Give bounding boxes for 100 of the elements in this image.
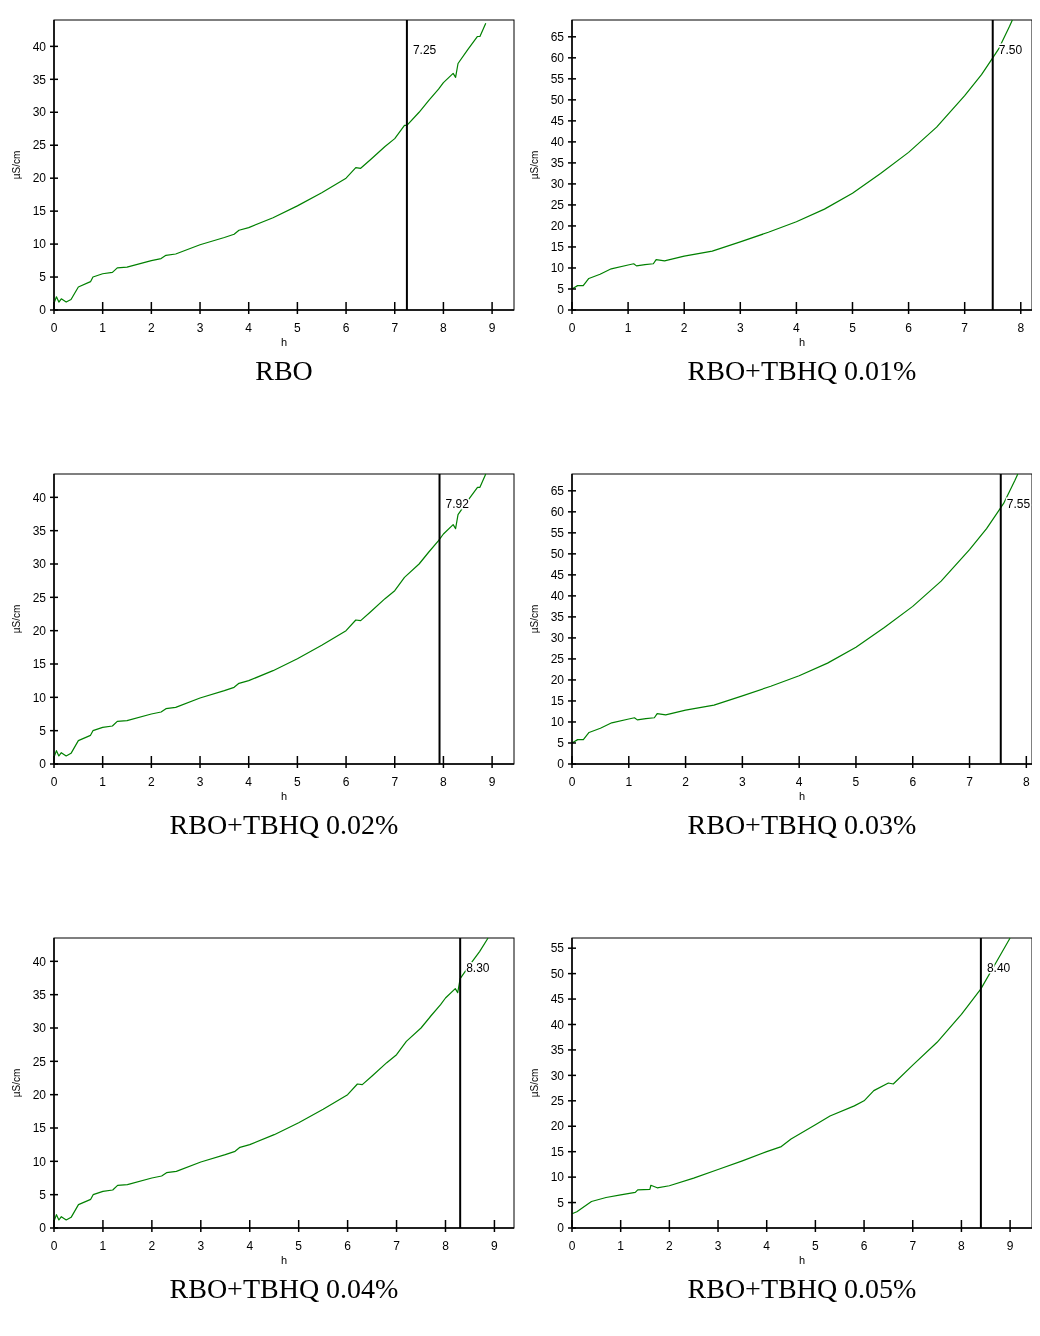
y-tick-label: 0	[39, 757, 47, 772]
x-tick-label: 2	[148, 1239, 156, 1253]
y-tick-label: 30	[550, 631, 565, 646]
y-tick-label: 10	[550, 715, 565, 730]
y-tick-label: 40	[550, 1017, 565, 1032]
x-tick-label: 5	[295, 1239, 303, 1253]
line-series	[53, 937, 489, 1222]
ref-line-label: 7.55	[1006, 497, 1031, 511]
x-tick-label: 3	[196, 775, 204, 789]
y-tick-label: 35	[550, 156, 565, 171]
y-tick-label: 40	[32, 954, 47, 969]
text: RBO	[255, 355, 313, 386]
y-tick-label: 40	[32, 490, 47, 505]
x-tick-label: 3	[197, 1239, 205, 1253]
y-tick-label: 25	[32, 590, 47, 605]
y-tick-label: 50	[550, 93, 565, 108]
y-tick-label: 25	[550, 652, 565, 667]
y-tick-label: 15	[550, 240, 565, 255]
y-tick-label: 0	[39, 303, 47, 318]
y-tick-label: 25	[32, 1054, 47, 1069]
y-tick-label: 5	[39, 723, 47, 738]
y-tick-label: 20	[32, 171, 47, 186]
y-tick-label: 60	[550, 505, 565, 520]
y-tick-label: 0	[557, 1221, 565, 1236]
y-tick-label: 25	[550, 1094, 565, 1109]
y-tick-label: 5	[557, 1195, 565, 1210]
x-tick-label: 0	[568, 321, 576, 335]
y-tick-label: 40	[550, 589, 565, 604]
x-tick-label: 5	[294, 775, 302, 789]
x-tick-label: 1	[99, 775, 107, 789]
x-tick-label: 6	[909, 775, 917, 789]
y-tick-label: 15	[550, 1144, 565, 1159]
x-tick-label: 2	[682, 775, 690, 789]
x-tick-label: 8	[442, 1239, 450, 1253]
y-tick-label: 5	[557, 282, 565, 297]
x-tick-label: 5	[294, 321, 302, 335]
y-tick-label: 45	[550, 114, 565, 129]
x-tick-label: 4	[763, 1239, 771, 1253]
y-tick-label: 60	[550, 51, 565, 66]
x-tick-label: 6	[342, 775, 350, 789]
x-tick-label: 6	[342, 321, 350, 335]
x-tick-label: 6	[860, 1239, 868, 1253]
y-tick-label: 20	[550, 1119, 565, 1134]
x-tick-label: 0	[568, 775, 576, 789]
y-tick-label: 0	[557, 303, 565, 318]
y-axis-title: µS/cm	[529, 150, 540, 180]
x-tick-label: 4	[245, 775, 253, 789]
x-axis-title: h	[280, 336, 288, 348]
y-tick-label: 40	[32, 39, 47, 54]
y-tick-label: 50	[550, 966, 565, 981]
x-tick-label: 1	[617, 1239, 625, 1253]
ref-line-label: 7.50	[998, 43, 1023, 57]
x-tick-label: 5	[852, 775, 860, 789]
y-tick-label: 10	[550, 1170, 565, 1185]
y-tick-label: 10	[32, 237, 47, 252]
y-tick-label: 30	[32, 105, 47, 120]
x-tick-label: 8	[440, 321, 448, 335]
x-tick-label: 3	[736, 321, 744, 335]
text: RBO+TBHQ 0.04%	[169, 1273, 399, 1304]
x-tick-label: 5	[849, 321, 857, 335]
y-tick-label: 35	[32, 72, 47, 87]
x-tick-label: 4	[245, 321, 253, 335]
y-tick-label: 30	[32, 1021, 47, 1036]
x-axis-title: h	[280, 790, 288, 802]
x-tick-label: 8	[1022, 775, 1030, 789]
x-tick-label: 0	[568, 1239, 576, 1253]
y-tick-label: 55	[550, 526, 565, 541]
x-tick-label: 3	[196, 321, 204, 335]
x-axis-title: h	[798, 1254, 806, 1266]
y-tick-label: 20	[550, 673, 565, 688]
y-tick-label: 10	[32, 690, 47, 705]
x-axis-title: h	[798, 790, 806, 802]
y-tick-label: 40	[550, 135, 565, 150]
x-tick-label: 2	[680, 321, 688, 335]
ref-line-label: 7.25	[412, 43, 437, 57]
y-tick-label: 35	[32, 523, 47, 538]
y-tick-label: 30	[32, 557, 47, 572]
x-tick-label: 2	[148, 321, 156, 335]
y-tick-label: 30	[550, 177, 565, 192]
y-tick-label: 55	[550, 72, 565, 87]
x-tick-label: 0	[50, 1239, 58, 1253]
y-tick-label: 20	[32, 623, 47, 638]
ref-line-label: 8.30	[466, 961, 490, 975]
y-tick-label: 10	[550, 261, 565, 276]
y-tick-label: 15	[550, 694, 565, 709]
x-tick-label: 4	[795, 775, 803, 789]
y-tick-label: 45	[550, 568, 565, 583]
text: RBO+TBHQ 0.05%	[687, 1273, 917, 1304]
x-tick-label: 7	[391, 321, 399, 335]
y-tick-label: 5	[557, 736, 565, 751]
x-tick-label: 3	[714, 1239, 722, 1253]
text: RBO+TBHQ 0.01%	[687, 355, 917, 386]
y-tick-label: 50	[550, 547, 565, 562]
text: RBO+TBHQ 0.03%	[687, 809, 917, 840]
y-tick-label: 30	[550, 1068, 565, 1083]
x-tick-label: 1	[625, 775, 633, 789]
x-tick-label: 4	[246, 1239, 254, 1253]
y-tick-label: 0	[557, 757, 565, 772]
x-tick-label: 0	[50, 775, 58, 789]
x-tick-label: 4	[793, 321, 801, 335]
